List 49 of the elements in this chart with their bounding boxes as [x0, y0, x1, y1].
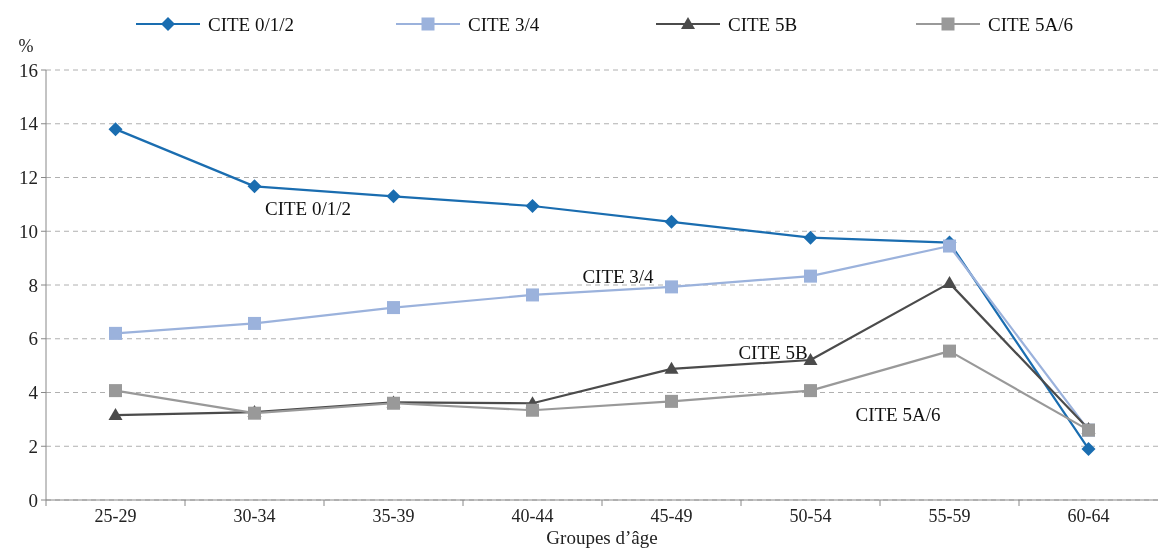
point — [525, 198, 540, 213]
point — [109, 326, 122, 340]
x-tick-label: 50-54 — [789, 506, 832, 526]
point — [387, 301, 400, 315]
point — [247, 179, 262, 194]
y-tick-label: 8 — [28, 274, 38, 296]
point — [665, 280, 678, 294]
legend-label: CITE 5A/6 — [988, 13, 1073, 35]
y-tick-label: 4 — [28, 382, 39, 404]
point — [248, 316, 261, 330]
point — [942, 276, 957, 289]
point — [804, 269, 817, 283]
point — [943, 239, 956, 253]
x-tick-label: 25-29 — [94, 506, 137, 526]
x-tick-label: 45-49 — [650, 506, 693, 526]
point — [804, 384, 817, 398]
y-axis-title: % — [18, 36, 34, 56]
point — [526, 403, 539, 417]
legend-label: CITE 3/4 — [468, 13, 540, 35]
x-tick-label: 60-64 — [1067, 506, 1110, 526]
y-tick-label: 16 — [19, 59, 38, 81]
point — [1081, 441, 1096, 456]
y-tick-label: 14 — [19, 113, 39, 135]
point — [526, 288, 539, 302]
annotation: CITE 3/4 — [582, 265, 655, 287]
point — [109, 384, 122, 398]
x-tick-label: 35-39 — [372, 506, 415, 526]
x-tick-label: 30-34 — [233, 506, 276, 526]
point — [386, 189, 401, 204]
y-tick-label: 10 — [19, 220, 38, 242]
point — [108, 122, 123, 137]
annotation: CITE 5B — [738, 341, 808, 363]
point — [665, 394, 678, 408]
point — [803, 230, 818, 245]
legend-label: CITE 0/1/2 — [208, 13, 295, 35]
point — [108, 408, 123, 421]
annotation: CITE 0/1/2 — [264, 197, 352, 219]
point — [664, 214, 679, 229]
x-axis-title: Groupes d’âge — [546, 527, 658, 548]
point — [943, 344, 956, 358]
y-tick-label: 12 — [19, 167, 38, 189]
y-tick-label: 6 — [28, 328, 38, 350]
legend-label: CITE 5B — [728, 13, 798, 35]
y-tick-label: 0 — [28, 489, 38, 511]
x-tick-label: 55-59 — [928, 506, 971, 526]
point — [664, 361, 679, 374]
y-tick-label: 2 — [28, 435, 38, 457]
annotation: CITE 5A/6 — [855, 403, 941, 425]
x-tick-label: 40-44 — [511, 506, 554, 526]
